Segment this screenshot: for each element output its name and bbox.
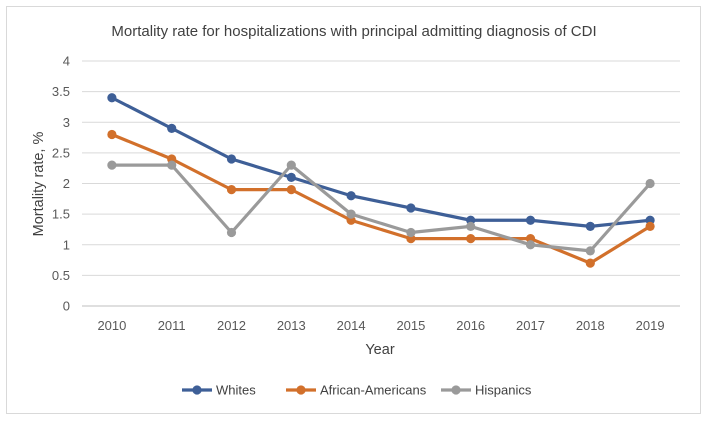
y-tick-label: 3 xyxy=(63,115,70,130)
data-point xyxy=(585,246,595,256)
data-point xyxy=(286,172,296,182)
x-tick-label: 2011 xyxy=(158,318,186,333)
y-tick-label: 1 xyxy=(63,237,70,252)
legend-swatch-marker xyxy=(451,385,461,395)
series-hispanics xyxy=(107,160,655,256)
x-tick-label: 2016 xyxy=(456,318,485,333)
x-axis-label: Year xyxy=(365,342,394,358)
data-point xyxy=(226,227,237,238)
legend: Whites African-Americans Hispanics xyxy=(182,383,532,398)
gridlines xyxy=(82,60,680,307)
data-point xyxy=(585,221,595,231)
data-point xyxy=(226,154,237,164)
y-axis-ticks: 0 0.5 1 1.5 2 2.5 3 3.5 4 xyxy=(52,54,70,314)
chart-title: Mortality rate for hospitalizations with… xyxy=(111,23,596,40)
data-point xyxy=(167,123,177,133)
data-point xyxy=(107,160,117,170)
y-tick-label: 1.5 xyxy=(52,207,70,222)
x-tick-label: 2015 xyxy=(396,318,425,333)
data-point xyxy=(226,185,237,195)
series-whites xyxy=(107,93,655,231)
x-tick-label: 2017 xyxy=(516,318,545,333)
data-point xyxy=(286,185,296,195)
legend-item: African-Americans xyxy=(286,383,427,398)
chart-frame xyxy=(6,6,701,414)
data-point xyxy=(406,227,416,238)
y-tick-label: 2.5 xyxy=(52,145,70,160)
y-tick-label: 0.5 xyxy=(52,268,70,283)
legend-label: Whites xyxy=(216,383,256,398)
data-point xyxy=(585,258,595,268)
x-tick-label: 2018 xyxy=(576,318,605,333)
data-point xyxy=(466,234,476,244)
data-point xyxy=(406,203,416,213)
legend-swatch-marker xyxy=(296,385,306,395)
series-african-americans xyxy=(107,129,655,268)
y-tick-label: 2 xyxy=(63,176,70,191)
data-point xyxy=(645,221,655,231)
series-line xyxy=(110,132,652,265)
y-tick-label: 4 xyxy=(63,54,70,69)
data-point xyxy=(466,221,476,231)
x-axis-ticks: 2010 2011 2012 2013 2014 2015 2016 2017 2018 2019 xyxy=(97,318,664,333)
data-point xyxy=(645,178,655,189)
x-tick-label: 2013 xyxy=(277,318,306,333)
data-point xyxy=(525,215,536,225)
legend-label: African-Americans xyxy=(320,383,427,398)
data-point xyxy=(346,209,356,219)
x-tick-label: 2014 xyxy=(337,318,366,333)
data-point xyxy=(107,129,117,140)
legend-label: Hispanics xyxy=(475,383,532,398)
x-tick-label: 2010 xyxy=(97,318,126,333)
x-tick-label: 2019 xyxy=(636,318,665,333)
legend-item: Hispanics xyxy=(441,383,532,398)
y-tick-label: 0 xyxy=(63,299,70,314)
data-point xyxy=(167,160,177,170)
data-point xyxy=(286,160,296,170)
series-group xyxy=(107,93,655,268)
legend-item: Whites xyxy=(182,383,256,398)
data-point xyxy=(107,93,117,103)
y-axis-label: Mortality rate, % xyxy=(31,132,47,237)
data-point xyxy=(346,191,356,201)
legend-swatch-marker xyxy=(192,385,202,395)
data-point xyxy=(525,240,536,250)
series-line xyxy=(110,163,652,253)
x-tick-label: 2012 xyxy=(217,318,246,333)
series-line xyxy=(110,96,652,228)
y-tick-label: 3.5 xyxy=(52,84,70,99)
